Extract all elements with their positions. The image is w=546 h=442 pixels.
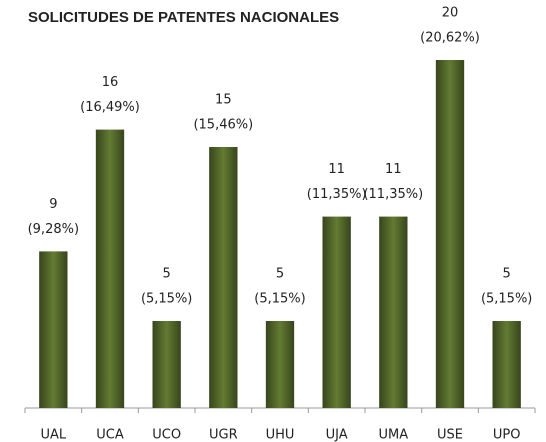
percent-label: (5,15%)	[481, 292, 532, 307]
bar	[209, 147, 238, 408]
value-label: 15	[215, 93, 232, 108]
x-tick-label: USE	[437, 428, 463, 442]
bar	[152, 321, 181, 408]
percent-label: (20,62%)	[420, 31, 480, 46]
x-tick-label: UMA	[379, 428, 409, 442]
percent-label: (16,49%)	[80, 100, 140, 115]
percent-label: (5,15%)	[141, 292, 192, 307]
x-tick-label: UCO	[152, 428, 181, 442]
percent-label: (11,35%)	[307, 187, 367, 202]
value-label: 5	[276, 267, 284, 282]
x-tick-label: UPO	[493, 428, 521, 442]
value-label: 9	[49, 197, 57, 212]
bar	[322, 216, 351, 408]
value-label: 20	[442, 6, 459, 21]
x-tick-label: UAL	[41, 428, 67, 442]
value-label: 5	[503, 267, 511, 282]
chart-title: SOLICITUDES DE PATENTES NACIONALES	[28, 9, 339, 26]
percent-label: (11,35%)	[363, 187, 423, 202]
percent-label: (15,46%)	[193, 118, 253, 133]
x-tick-label: UCA	[96, 428, 124, 442]
x-tick-label: UHU	[266, 428, 295, 442]
percent-label: (9,28%)	[28, 222, 79, 237]
value-label: 5	[163, 267, 171, 282]
bar	[39, 251, 68, 408]
x-tick-label: UGR	[209, 428, 238, 442]
bar	[265, 321, 295, 408]
value-label: 11	[328, 162, 345, 177]
x-tick-label: UJA	[326, 428, 348, 442]
percent-label: (5,15%)	[254, 292, 305, 307]
value-label: 11	[385, 162, 402, 177]
bar	[435, 60, 465, 408]
bar	[95, 129, 125, 408]
bar	[379, 216, 408, 408]
value-label: 16	[102, 75, 119, 90]
bar	[492, 321, 521, 408]
